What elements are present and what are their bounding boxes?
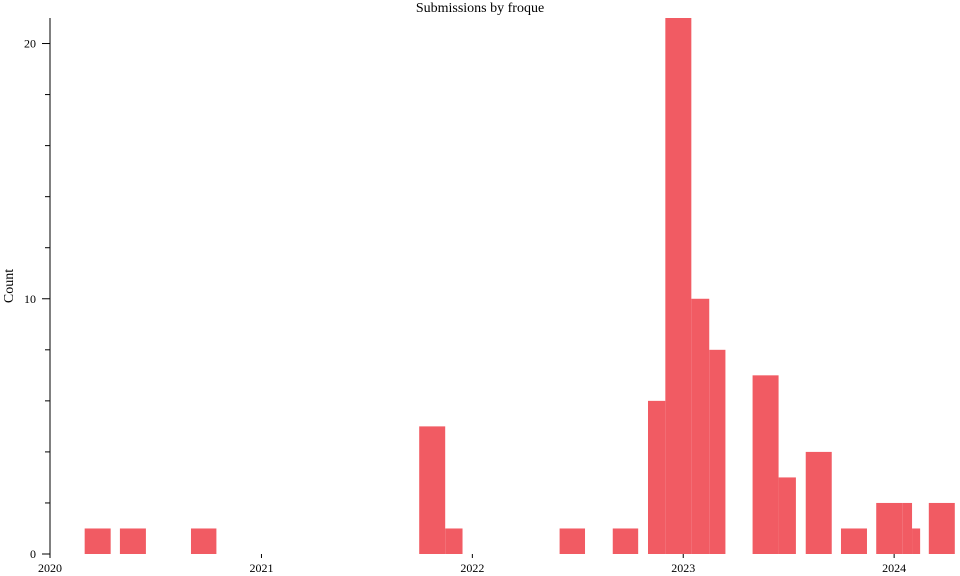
y-axis: 0 10 20 <box>24 18 51 561</box>
bar-14 <box>840 528 867 554</box>
y-axis-title: Count <box>2 269 17 303</box>
bar-13 <box>805 451 832 554</box>
y-tick-label: 10 <box>24 292 36 306</box>
bar-9 <box>691 298 710 554</box>
bar-12 <box>778 477 796 554</box>
bar-5 <box>559 528 586 554</box>
bar-17 <box>912 528 921 554</box>
bar-18 <box>928 502 955 554</box>
bar-1 <box>119 528 146 554</box>
bar-15 <box>876 502 903 554</box>
x-tick-label: 2023 <box>671 561 695 575</box>
bars-layer <box>84 18 955 554</box>
bar-16 <box>902 502 913 554</box>
y-tick-label: 20 <box>24 37 36 51</box>
x-axis: 2020 2021 2022 2023 2024 <box>38 554 906 575</box>
bar-10 <box>709 349 726 554</box>
bar-6 <box>612 528 639 554</box>
x-tick-label: 2022 <box>460 561 484 575</box>
bar-3 <box>419 426 446 554</box>
x-tick-label: 2021 <box>249 561 273 575</box>
bar-4 <box>445 528 463 554</box>
bar-8 <box>665 18 692 554</box>
chart-title: Submissions by froque <box>416 1 544 16</box>
x-tick-label: 2024 <box>882 561 906 575</box>
y-tick-label: 0 <box>30 547 36 561</box>
bar-7 <box>648 400 666 554</box>
bar-11 <box>752 375 779 554</box>
x-tick-label: 2020 <box>38 561 62 575</box>
bar-2 <box>190 528 217 554</box>
bar-0 <box>84 528 111 554</box>
